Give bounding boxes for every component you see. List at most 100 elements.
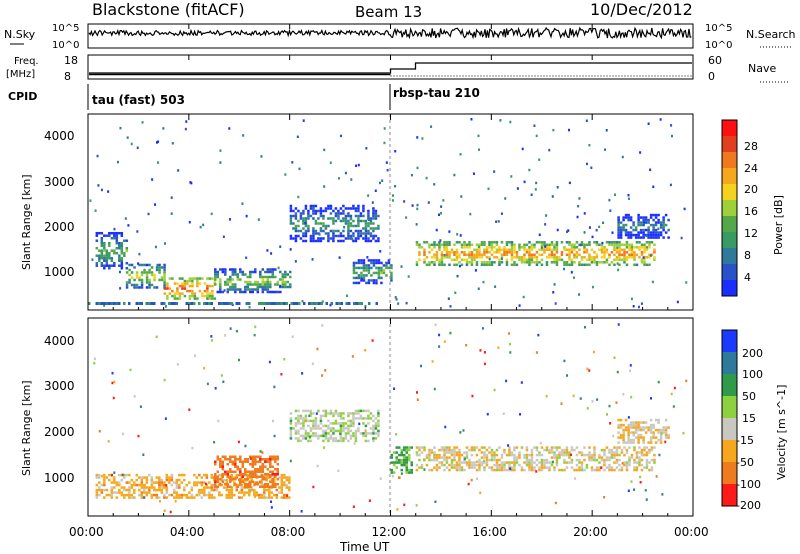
velocity-colorbar bbox=[722, 330, 737, 507]
power-cbar-tick-4: 4 bbox=[744, 271, 751, 284]
velocity-ytick-3000: 3000 bbox=[44, 379, 75, 393]
station-title: Blackstone (fitACF) bbox=[92, 0, 245, 19]
power-cbar-cell-2 bbox=[722, 152, 737, 169]
velocity-cbar-tick-200: 200 bbox=[742, 347, 763, 360]
velocity-cbar-cell-0 bbox=[722, 330, 737, 353]
power-band-0 bbox=[95, 231, 129, 270]
velocity-cbar-cell-4 bbox=[722, 418, 737, 441]
velocity-cbar-tick-neg15: -15 bbox=[736, 434, 754, 447]
velocity-ytick-1000: 1000 bbox=[44, 471, 75, 485]
power-colorbar-label: Power [dB] bbox=[772, 195, 785, 255]
power-colorbar bbox=[722, 120, 737, 297]
velocity-band-5 bbox=[617, 418, 670, 444]
velocity-cbar-tick-50: 50 bbox=[742, 390, 756, 403]
power-ytick-3000: 3000 bbox=[44, 175, 75, 189]
power-cbar-tick-20: 20 bbox=[744, 183, 758, 196]
velocity-cbar-cell-2 bbox=[722, 374, 737, 397]
power-band-1 bbox=[125, 263, 166, 289]
power-cbar-cell-9 bbox=[722, 264, 737, 281]
freq-label: Freq. bbox=[14, 56, 39, 67]
power-cbar-tick-28: 28 bbox=[744, 140, 758, 153]
power-cbar-tick-12: 12 bbox=[744, 227, 758, 240]
nsky-tick-top: 10^5 bbox=[52, 23, 79, 34]
freq-unit-label: [MHz] bbox=[6, 69, 35, 80]
nave-tick-bottom: 0 bbox=[708, 70, 715, 83]
nsearch-tick-top: 10^5 bbox=[705, 23, 732, 34]
power-ylabel: Slant Range [km] bbox=[20, 174, 33, 270]
power-cbar-cell-10 bbox=[722, 280, 737, 297]
power-cbar-cell-3 bbox=[722, 168, 737, 185]
power-cbar-cell-1 bbox=[722, 136, 737, 153]
nsky-label: N.Sky bbox=[4, 28, 36, 41]
power-cbar-cell-7 bbox=[722, 232, 737, 249]
nave-label: Nave bbox=[748, 62, 776, 75]
power-cbar-cell-4 bbox=[722, 184, 737, 201]
velocity-band-4 bbox=[415, 446, 656, 472]
power-band-2 bbox=[163, 277, 217, 300]
power-ground-echo bbox=[88, 302, 378, 305]
x-tick-label-5: 20:00 bbox=[573, 525, 608, 539]
power-cbar-cell-8 bbox=[722, 248, 737, 265]
velocity-cbar-tick-neg200: -200 bbox=[736, 499, 761, 512]
velocity-band-2 bbox=[289, 409, 380, 443]
power-noise bbox=[89, 118, 688, 309]
beam-title: Beam 13 bbox=[355, 3, 422, 21]
nsky-trace bbox=[88, 26, 692, 40]
velocity-cbar-cell-1 bbox=[722, 352, 737, 375]
velocity-colorbar-label: Velocity [m s^-1] bbox=[775, 385, 788, 480]
freq-line bbox=[89, 62, 692, 74]
date-title: 10/Dec/2012 bbox=[590, 0, 693, 19]
velocity-ylabel: Slant Range [km] bbox=[20, 380, 33, 476]
power-band-4 bbox=[289, 204, 380, 243]
velocity-cbar-cell-6 bbox=[722, 462, 737, 485]
power-band-7 bbox=[617, 213, 670, 239]
nsky-tick-bottom: 10^0 bbox=[52, 40, 79, 51]
power-band-5 bbox=[352, 259, 393, 285]
nsearch-label: N.Search bbox=[746, 28, 796, 41]
power-cbar-cell-0 bbox=[722, 120, 737, 137]
x-tick-label-1: 04:00 bbox=[170, 525, 205, 539]
velocity-cbar-cell-3 bbox=[722, 396, 737, 419]
power-cbar-tick-24: 24 bbox=[744, 162, 758, 175]
time-axis: 00:00 04:00 08:00 12:00 16:00 20:00 00:00 bbox=[69, 24, 709, 539]
power-band-3 bbox=[214, 268, 292, 294]
x-tick-label-4: 16:00 bbox=[472, 525, 507, 539]
power-ytick-2000: 2000 bbox=[44, 220, 75, 234]
velocity-noise bbox=[93, 323, 688, 514]
x-tick-label-0: 00:00 bbox=[69, 525, 104, 539]
nsearch-tick-bottom: 10^0 bbox=[705, 40, 732, 51]
velocity-cbar-cell-5 bbox=[722, 440, 737, 463]
power-ytick-4000: 4000 bbox=[44, 129, 75, 143]
power-cbar-cell-6 bbox=[722, 216, 737, 233]
velocity-cbar-cell-7 bbox=[722, 484, 737, 507]
velocity-ytick-2000: 2000 bbox=[44, 425, 75, 439]
power-band-6 bbox=[415, 241, 656, 267]
x-tick-label-6: 00:00 bbox=[674, 525, 709, 539]
power-cbar-cell-5 bbox=[722, 200, 737, 217]
nave-tick-top: 60 bbox=[708, 54, 722, 67]
x-tick-label-2: 08:00 bbox=[271, 525, 306, 539]
velocity-cbar-tick-100: 100 bbox=[742, 368, 763, 381]
nsky-line bbox=[88, 26, 692, 40]
power-cbar-tick-8: 8 bbox=[744, 249, 751, 262]
velocity-data-layer bbox=[93, 323, 688, 514]
freq-trace bbox=[89, 62, 692, 77]
power-data-layer bbox=[88, 118, 688, 309]
power-colorbar-frame bbox=[721, 119, 738, 297]
velocity-cbar-tick-neg50: -50 bbox=[736, 456, 754, 469]
velocity-band-3 bbox=[390, 446, 413, 474]
velocity-band-1 bbox=[214, 455, 280, 488]
velocity-ytick-4000: 4000 bbox=[44, 334, 75, 348]
time-axis-label: Time UT bbox=[339, 540, 390, 554]
freq-tick-bottom: 8 bbox=[64, 70, 71, 83]
x-tick-label-3: 12:00 bbox=[372, 525, 407, 539]
power-ytick-1000: 1000 bbox=[44, 265, 75, 279]
velocity-cbar-tick-neg100: -100 bbox=[736, 478, 761, 491]
cpid-program-2: rbsp-tau 210 bbox=[393, 86, 480, 100]
velocity-cbar-tick-15: 15 bbox=[742, 412, 756, 425]
cpid-label: CPID bbox=[8, 90, 37, 103]
power-cbar-tick-16: 16 bbox=[744, 205, 758, 218]
cpid-program-1: tau (fast) 503 bbox=[92, 93, 185, 107]
freq-tick-top: 18 bbox=[64, 54, 78, 67]
